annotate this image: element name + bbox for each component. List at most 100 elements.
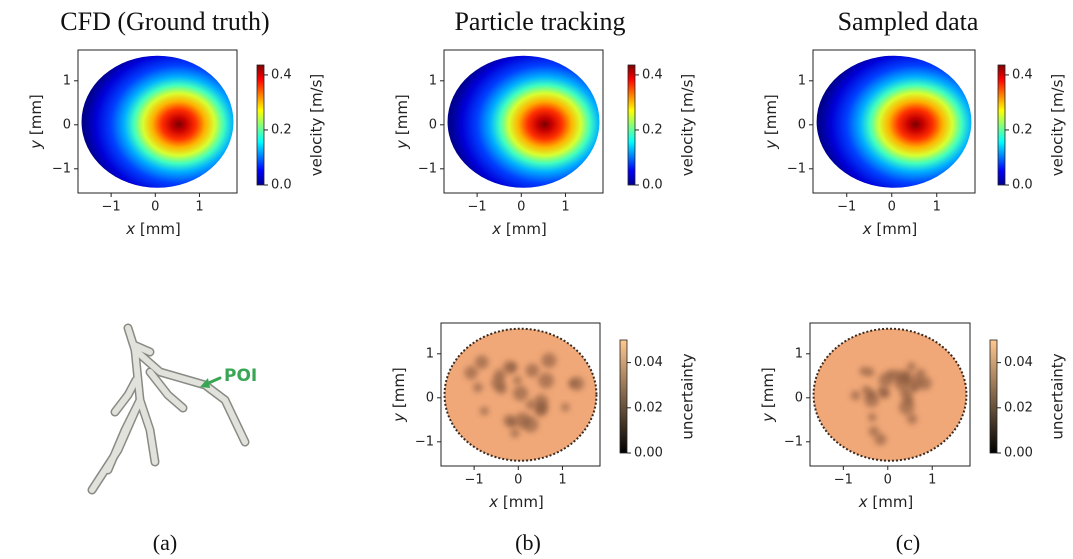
colorbar-tick-label: 0.00 [634,446,663,461]
x-tick-label: −1 [837,200,856,215]
y-axis-label: y [mm] [393,94,411,150]
colorbar-tick-label: 0.02 [634,400,663,415]
colorbar-tick-label: 0.0 [271,178,292,193]
uncertainty-blob [862,385,872,395]
y-axis-label: y [mm] [759,367,777,423]
panel-caption: (a) [153,530,177,555]
y-unit: [mm] [27,94,45,135]
uncertainty-blob [903,394,914,405]
colorbar-tick-label: 0.0 [642,178,663,193]
axes-frame [812,49,976,194]
vessel-illustration [87,323,250,495]
colorbar-tick-label: 0.4 [1012,67,1033,82]
x-tick-label: 0 [884,473,892,488]
uncertainty-blob [508,362,518,372]
y-tick-label: −1 [784,434,803,449]
colorbar-label: uncertainty [1049,353,1067,439]
colorbar [627,64,636,186]
x-tick-label: 1 [928,473,936,488]
uncertainty-blob [886,369,897,380]
x-axis-label: x [mm] [488,493,544,511]
x-tick-label: −1 [102,200,121,215]
uncertainty-blob [909,383,919,393]
y-unit: [mm] [762,94,780,135]
y-var: y [762,139,780,150]
uncertainty-blob [493,369,506,382]
x-tick-label: 0 [151,200,159,215]
colorbar-tick-label: 0.2 [1012,122,1033,137]
x-tick-label: −1 [468,200,487,215]
velocity-field [816,55,972,188]
colorbar-tick-label: 0.0 [1012,178,1033,193]
poi-arrowhead [200,378,210,388]
y-tick-label: 1 [429,73,437,88]
colorbar [989,339,998,454]
colorbar [256,64,265,186]
colorbar-tick-label: 0.4 [271,67,292,82]
y-tick-label: 0 [795,390,803,405]
colorbar-tick-label: 0.2 [642,122,663,137]
uncertainty-blob [464,365,478,380]
colorbar-tick-label: 0.4 [642,67,663,82]
panel-caption: (c) [896,530,920,555]
uncertainty-blob [473,382,483,393]
x-tick-label: 1 [933,200,941,215]
y-tick-label: −1 [52,161,71,176]
x-unit: [mm] [506,220,547,238]
y-tick-label: 0 [63,117,71,132]
uncertainty-blob [868,426,880,437]
panel-caption: (b) [515,530,541,555]
y-tick-label: 0 [429,117,437,132]
uncertainty-blob [901,374,911,384]
uncertainty-blob [474,355,489,370]
colorbar-label: velocity [m/s] [308,74,326,177]
x-axis-label: x [mm] [125,220,181,238]
x-axis-label: x [mm] [491,220,547,238]
colorbar [619,339,628,454]
y-var: y [390,412,408,423]
uncertainty-blob [510,428,520,438]
y-tick-label: 1 [63,73,71,88]
colorbar-tick-label: 0.04 [634,355,663,370]
uncertainty-blob [512,385,529,401]
uncertainty-blob [906,362,916,372]
colorbar-tick-label: 0.00 [1004,446,1033,461]
colorbar-label: uncertainty [679,353,697,439]
uncertainty-blob [874,433,887,446]
axes-frame [440,322,601,467]
colorbar-label: velocity [m/s] [1049,74,1067,177]
uncertainty-field [812,327,968,462]
y-var: y [27,139,45,150]
colorbar-tick-label: 0.02 [1004,400,1033,415]
x-axis-label: x [mm] [858,493,914,511]
uncertainty-blob [503,414,515,427]
x-tick-label: 0 [514,473,522,488]
y-axis-label: y [mm] [390,367,408,423]
y-tick-label: −1 [415,434,434,449]
x-var: x [862,220,872,238]
x-tick-label: 1 [195,200,203,215]
x-var: x [491,220,501,238]
velocity-field [81,55,234,188]
x-tick-label: 1 [561,200,569,215]
panel-title: CFD (Ground truth) [60,7,269,36]
y-tick-label: −1 [418,161,437,176]
y-tick-label: 0 [426,390,434,405]
x-var: x [488,493,498,511]
x-tick-label: 0 [517,200,525,215]
x-unit: [mm] [872,493,913,511]
uncertainty-blob [850,390,861,401]
uncertainty-blob [513,375,522,385]
uncertainty-blob [561,402,570,412]
x-var: x [125,220,135,238]
y-var: y [393,139,411,150]
x-unit: [mm] [503,493,544,511]
uncertainty-blob [859,366,869,376]
axes-frame [443,49,604,194]
uncertainty-blob [522,416,539,433]
uncertainty-blob [570,376,585,391]
